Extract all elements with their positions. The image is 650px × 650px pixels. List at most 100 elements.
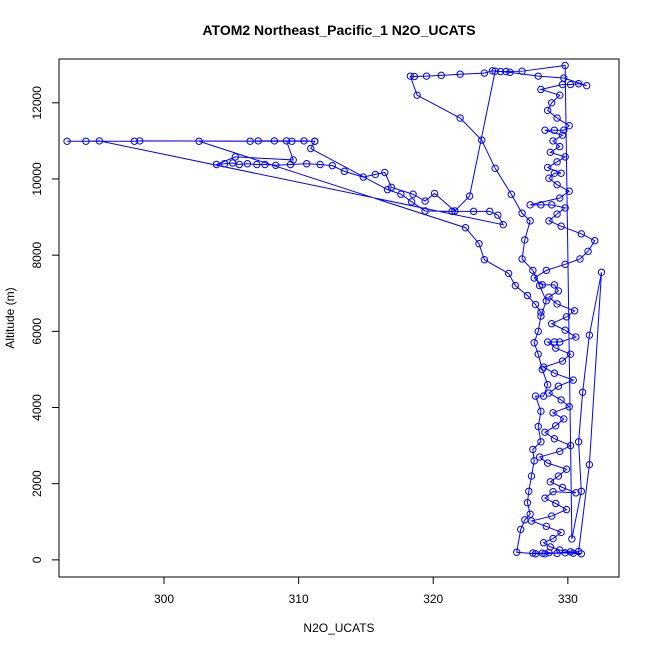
data-point — [507, 190, 516, 198]
data-point — [529, 445, 537, 454]
data-point — [539, 539, 548, 547]
data-point — [543, 380, 552, 389]
data-point — [383, 185, 392, 194]
y-tick-label: 6000 — [30, 318, 44, 345]
data-point — [547, 201, 556, 209]
data-point — [565, 403, 573, 411]
data-point — [545, 389, 553, 397]
data-point — [254, 137, 262, 145]
data-point — [541, 126, 549, 134]
data-point — [437, 71, 446, 80]
data-point — [486, 207, 494, 216]
data-point — [554, 287, 563, 295]
data-point — [63, 137, 71, 145]
x-axis-label: N2O_UCATS — [303, 621, 374, 635]
data-point — [525, 487, 533, 496]
data-point — [302, 160, 311, 168]
data-point — [456, 114, 464, 122]
y-axis-label: Altitude (m) — [3, 287, 17, 348]
data-point — [552, 499, 560, 508]
data-point — [568, 535, 576, 543]
data-point — [511, 281, 520, 290]
data-point — [534, 422, 542, 431]
data-point — [537, 438, 545, 446]
x-tick-label: 310 — [289, 592, 309, 606]
data-point — [562, 505, 571, 514]
data-point — [530, 274, 538, 282]
data-point — [545, 217, 553, 225]
data-point — [553, 114, 561, 122]
data-point — [421, 197, 429, 205]
data-point — [253, 160, 261, 169]
data-point — [272, 161, 280, 169]
data-point — [549, 534, 557, 543]
data-layer — [63, 61, 606, 558]
data-point — [577, 487, 586, 496]
data-point — [574, 438, 583, 446]
data-point — [565, 121, 573, 130]
data-point — [518, 209, 526, 217]
data-point — [526, 201, 534, 209]
data-point — [475, 240, 483, 248]
data-point — [572, 333, 580, 341]
data-point — [553, 300, 561, 308]
y-tick-label: 0 — [30, 556, 44, 563]
data-point — [553, 210, 561, 218]
data-point — [554, 472, 563, 480]
data-point — [410, 72, 419, 81]
y-tick-label: 10000 — [30, 162, 44, 196]
chart-title: ATOM2 Northeast_Pacific_1 N2O_UCATS — [202, 22, 475, 38]
data-point — [546, 543, 555, 551]
data-point — [572, 489, 580, 497]
data-point — [282, 137, 291, 145]
data-point — [307, 144, 315, 153]
data-point — [421, 207, 429, 215]
data-point — [512, 548, 521, 556]
data-point — [543, 106, 552, 115]
data-point — [518, 255, 526, 263]
data-point — [517, 525, 525, 534]
data-point — [543, 163, 552, 172]
data-point — [413, 91, 421, 99]
data-point — [547, 512, 556, 520]
data-point — [288, 137, 296, 145]
data-point — [584, 247, 592, 256]
data-point — [502, 67, 510, 76]
data-point — [491, 164, 499, 173]
data-point — [531, 392, 540, 400]
data-point — [557, 222, 565, 230]
series-line — [67, 64, 602, 555]
data-point — [553, 158, 561, 166]
data-point — [561, 61, 569, 70]
data-point — [530, 457, 538, 465]
data-point — [521, 516, 529, 524]
data-point — [566, 548, 575, 556]
plot-frame — [58, 58, 620, 578]
x-tick-label: 320 — [423, 592, 443, 606]
data-point — [561, 326, 569, 334]
data-point — [531, 300, 540, 309]
data-point — [541, 550, 549, 558]
data-point — [576, 255, 584, 263]
data-point — [527, 517, 536, 525]
data-point — [545, 174, 553, 182]
data-point — [534, 327, 542, 336]
x-tick-label: 330 — [558, 592, 578, 606]
data-point — [553, 180, 561, 189]
data-point — [556, 194, 564, 202]
data-point — [469, 207, 478, 216]
data-point — [480, 256, 489, 264]
data-point — [477, 136, 486, 144]
data-point — [195, 137, 203, 145]
data-point — [530, 339, 538, 347]
data-point — [577, 230, 586, 238]
data-point — [557, 396, 565, 404]
data-point — [537, 308, 545, 316]
data-point — [542, 522, 551, 531]
data-point — [243, 160, 252, 168]
data-point — [136, 137, 144, 145]
data-point — [506, 68, 514, 77]
data-point — [556, 338, 564, 346]
data-point — [539, 392, 548, 400]
